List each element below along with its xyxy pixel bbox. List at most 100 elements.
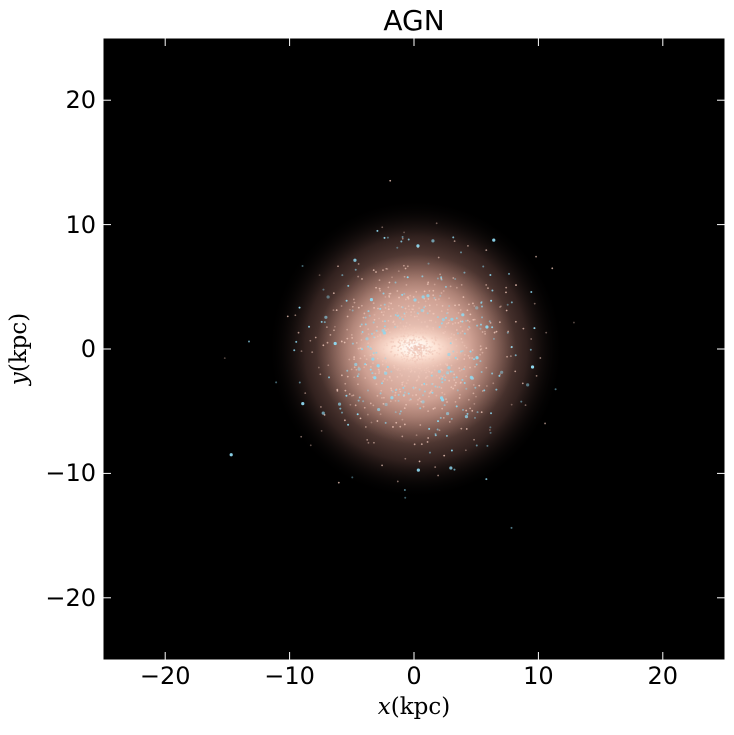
star-particle bbox=[384, 296, 387, 298]
young-star-particle bbox=[439, 396, 444, 400]
star-particle bbox=[413, 331, 415, 334]
star-particle bbox=[408, 341, 410, 344]
star-particle bbox=[401, 374, 403, 377]
star-particle bbox=[419, 332, 422, 334]
star-particle bbox=[426, 441, 429, 443]
young-star-particle bbox=[431, 239, 435, 243]
star-particle bbox=[424, 337, 427, 340]
star-particle bbox=[386, 344, 388, 347]
x-tick-label: −20 bbox=[139, 662, 191, 690]
star-particle bbox=[402, 264, 405, 267]
star-particle bbox=[349, 403, 352, 406]
young-star-particle bbox=[356, 413, 359, 416]
young-star-particle bbox=[426, 294, 430, 298]
star-particle bbox=[486, 385, 488, 387]
star-particle bbox=[415, 290, 418, 293]
star-particle bbox=[415, 379, 418, 382]
star-particle bbox=[454, 384, 456, 387]
young-star-particle bbox=[489, 273, 492, 276]
young-star-particle bbox=[324, 315, 328, 319]
star-particle bbox=[406, 355, 409, 358]
star-particle bbox=[346, 375, 349, 378]
star-particle bbox=[441, 407, 444, 410]
star-particle bbox=[378, 287, 381, 290]
young-star-particle bbox=[447, 366, 451, 370]
star-particle bbox=[363, 406, 366, 409]
young-star-particle bbox=[301, 264, 304, 267]
star-particle bbox=[407, 359, 410, 362]
star-particle bbox=[364, 377, 367, 379]
star-particle bbox=[363, 366, 366, 369]
star-particle bbox=[385, 329, 388, 332]
star-particle bbox=[495, 330, 498, 333]
star-particle bbox=[427, 353, 430, 356]
star-particle bbox=[412, 304, 415, 307]
star-particle bbox=[429, 390, 432, 393]
star-particle bbox=[453, 373, 456, 376]
star-particle bbox=[472, 318, 475, 321]
star-particle bbox=[385, 267, 388, 270]
young-star-particle bbox=[396, 315, 399, 318]
star-particle bbox=[509, 355, 512, 358]
young-star-particle bbox=[391, 390, 394, 393]
star-particle bbox=[372, 354, 375, 357]
star-particle bbox=[448, 297, 451, 300]
star-particle bbox=[329, 333, 332, 336]
star-particle bbox=[344, 382, 347, 385]
star-particle bbox=[440, 387, 443, 389]
young-star-particle bbox=[475, 356, 479, 360]
star-particle bbox=[473, 402, 476, 405]
star-particle bbox=[333, 329, 335, 332]
young-star-particle bbox=[394, 326, 397, 329]
star-particle bbox=[466, 328, 469, 331]
star-particle bbox=[360, 304, 363, 307]
star-particle bbox=[505, 291, 507, 294]
young-star-particle bbox=[406, 276, 409, 279]
star-particle bbox=[392, 321, 395, 324]
star-particle bbox=[405, 321, 408, 324]
star-particle bbox=[376, 420, 379, 422]
star-particle bbox=[420, 338, 423, 341]
star-particle bbox=[403, 368, 405, 370]
star-particle bbox=[403, 357, 406, 360]
star-particle bbox=[437, 256, 440, 259]
star-particle bbox=[380, 304, 382, 307]
star-particle bbox=[387, 319, 390, 322]
young-star-particle bbox=[508, 272, 511, 275]
young-star-particle bbox=[397, 393, 400, 396]
star-particle bbox=[418, 307, 421, 310]
star-particle bbox=[406, 342, 408, 344]
star-particle bbox=[419, 347, 422, 350]
young-star-particle bbox=[443, 404, 446, 407]
young-star-particle bbox=[491, 372, 494, 375]
star-particle bbox=[421, 383, 423, 386]
star-particle bbox=[551, 267, 554, 270]
young-star-particle bbox=[421, 275, 424, 278]
star-particle bbox=[423, 345, 426, 348]
star-particle bbox=[436, 337, 439, 339]
young-star-particle bbox=[403, 489, 406, 492]
star-particle bbox=[427, 410, 430, 413]
star-particle bbox=[472, 302, 474, 305]
star-particle bbox=[423, 290, 426, 293]
young-star-particle bbox=[401, 236, 404, 239]
star-particle bbox=[454, 304, 456, 307]
young-star-particle bbox=[479, 327, 482, 330]
star-particle bbox=[350, 333, 353, 336]
young-star-particle bbox=[351, 342, 354, 345]
young-star-particle bbox=[381, 382, 384, 385]
star-particle bbox=[418, 460, 421, 463]
star-particle bbox=[393, 355, 396, 358]
star-particle bbox=[432, 294, 435, 297]
star-particle bbox=[440, 375, 443, 377]
star-particle bbox=[393, 323, 396, 326]
young-star-particle bbox=[439, 416, 442, 419]
star-particle bbox=[372, 269, 375, 272]
young-star-particle bbox=[396, 246, 399, 249]
star-particle bbox=[421, 336, 424, 338]
star-particle bbox=[418, 339, 421, 342]
star-particle bbox=[382, 269, 384, 272]
young-star-particle bbox=[416, 244, 420, 248]
star-particle bbox=[390, 350, 393, 353]
